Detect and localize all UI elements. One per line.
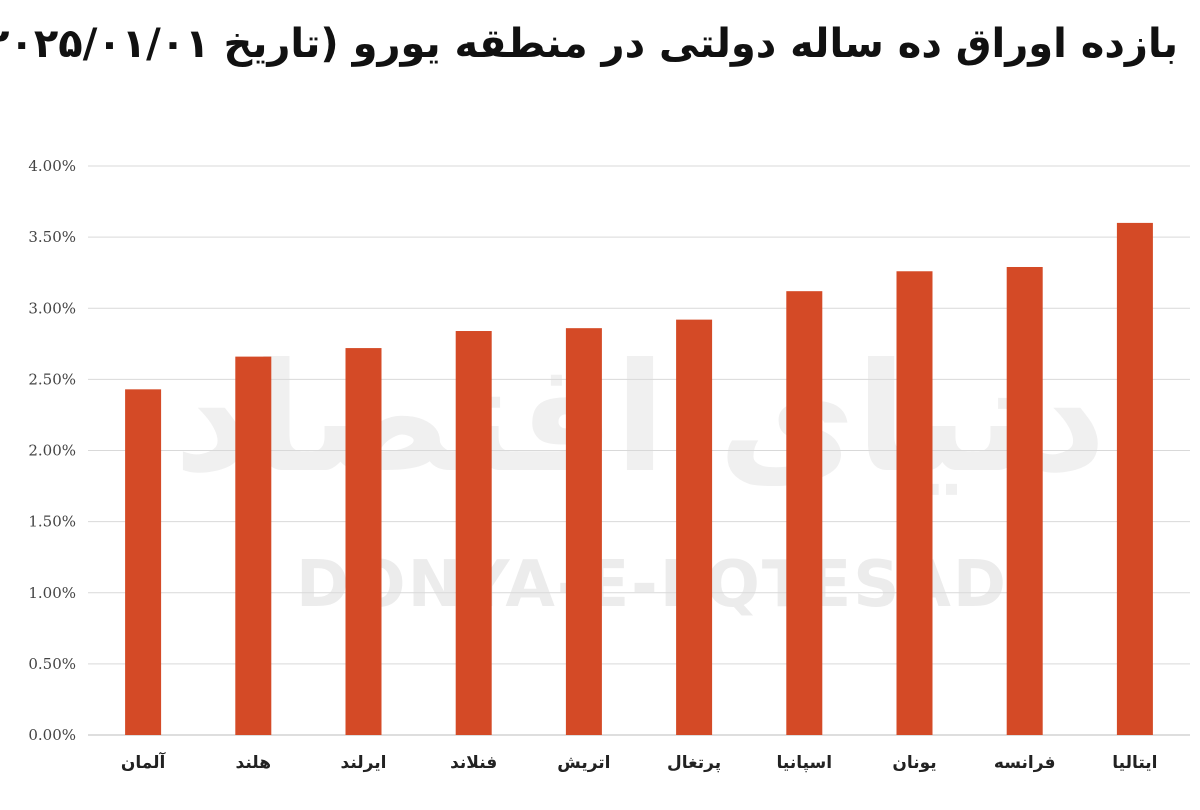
- x-category-label: ایرلند: [341, 753, 387, 773]
- y-tick-label: 3.50%: [28, 228, 76, 246]
- y-axis-tick-labels: 0.00% 0.50% 1.00% 1.50% 2.00% 2.50% 3.00% 3.50%…: [28, 157, 76, 744]
- y-tick-label: 1.50%: [28, 513, 76, 531]
- y-tick-label: 0.00%: [28, 726, 76, 744]
- x-category-label: فنلاند: [450, 753, 497, 773]
- bars: [125, 222, 1153, 735]
- bar: [235, 356, 272, 735]
- watermark-arabic: دنیای اقتصاد: [174, 332, 1107, 506]
- bar: [786, 291, 823, 735]
- y-tick-label: 4.00%: [28, 157, 76, 175]
- x-category-label: اسپانیا: [777, 753, 833, 773]
- y-tick-label: 0.50%: [28, 655, 76, 673]
- bar: [455, 331, 492, 735]
- chart-title: بازده اوراق ده ساله دولتی در منطقه یورو …: [0, 21, 1178, 67]
- bar: [565, 328, 602, 735]
- x-category-label: هلند: [236, 753, 272, 773]
- watermark-latin: DONYA-E-EQTESAD: [296, 548, 1008, 622]
- bar: [896, 271, 933, 735]
- x-category-label: ایتالیا: [1112, 753, 1157, 773]
- x-category-label: فرانسه: [994, 753, 1056, 773]
- watermark: دنیای اقتصاد DONYA-E-EQTESAD: [174, 332, 1107, 622]
- y-tick-label: 2.50%: [28, 370, 76, 388]
- bar: [125, 389, 162, 735]
- x-category-label: اتریش: [557, 753, 610, 773]
- bar: [1116, 222, 1153, 735]
- gridlines: [88, 165, 1190, 736]
- x-category-label: آلمان: [121, 751, 167, 773]
- bar: [676, 319, 713, 735]
- y-tick-label: 3.00%: [28, 299, 76, 317]
- x-axis-category-labels: آلمان هلند ایرلند فنلاند اتریش پرتغال اسپانیا ی…: [121, 751, 1158, 773]
- y-tick-label: 2.00%: [28, 442, 76, 460]
- x-category-label: یونان: [892, 753, 936, 773]
- x-category-label: پرتغال: [667, 753, 721, 773]
- bar: [1006, 266, 1043, 735]
- bar: [345, 348, 382, 735]
- y-tick-label: 1.00%: [28, 584, 76, 602]
